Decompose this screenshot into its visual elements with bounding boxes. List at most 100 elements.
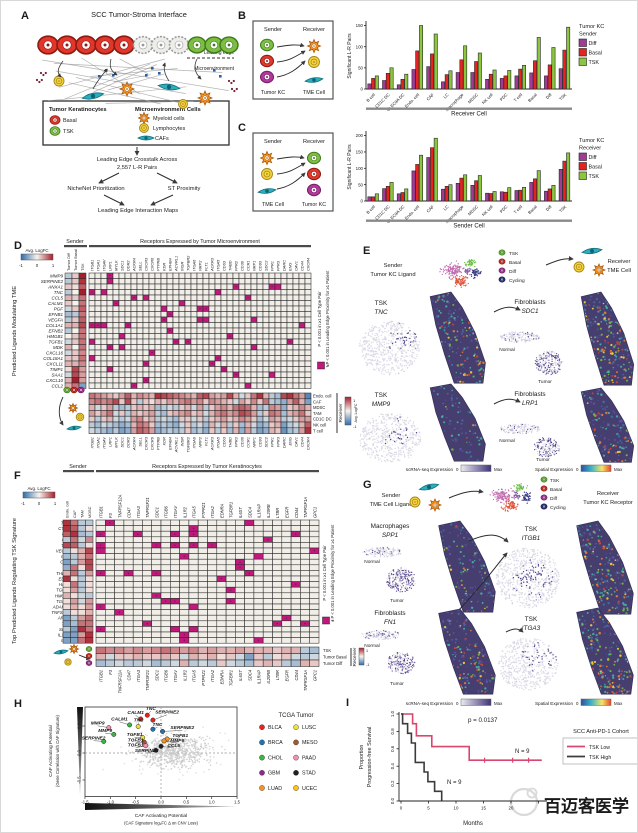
sig-cell [300,631,310,638]
sig-cell [214,316,222,323]
dot [415,336,417,338]
sender-lfc-cell [71,360,80,367]
sig-cell [274,360,282,367]
dot [407,332,410,334]
sig-cell [298,305,306,312]
sig-cell [118,322,126,329]
receiver-lfc-cell [114,659,125,667]
panel-f-label: F [14,470,21,482]
bar [529,72,534,90]
receiver-lfc-cell [214,427,222,434]
sig-cell [309,553,320,560]
sig-cell [100,294,108,301]
sig-cell [256,377,264,384]
sig-star: * [156,543,158,548]
dot [594,377,596,379]
dot [569,321,571,323]
dot [513,334,515,336]
sender-lfc-cell [78,327,87,334]
sig-cell [232,300,240,307]
dot [372,356,375,358]
sig-cell [148,382,156,389]
dot [611,352,614,355]
g-pair2-r2: ITGA3 [522,625,541,632]
sig-cell [130,322,138,329]
dot [361,351,364,353]
dot [453,316,456,320]
sig-cell [262,553,273,560]
dot [577,328,579,330]
dot [557,368,560,370]
inset-receiver: Receiver [303,27,325,33]
dot [396,433,398,435]
sig-cell [253,581,264,588]
receptor-col-label-bottom: FLT1 [203,437,208,446]
dot [394,356,396,359]
sig-cell [216,542,227,549]
sig-cell [244,558,255,566]
dot [545,365,548,367]
sig-cell [214,377,222,384]
dot [404,350,406,352]
sig-cell [268,338,276,345]
sig-cell [197,525,208,532]
sig-cell [197,614,208,622]
dot [394,415,396,418]
dot [437,353,440,356]
umap-clusters [439,258,482,288]
dot [395,358,397,360]
sig-cell [172,360,180,367]
receiver-lfc-cell [280,404,288,411]
dot [423,350,424,351]
dot [615,321,617,324]
receiver-lfc-cell [154,421,162,429]
dot [415,305,417,307]
receptor-col-label-bottom: CXCR4 [305,436,310,450]
sig-cell [124,382,132,389]
dot [511,341,513,343]
dot [615,355,618,358]
dot [591,358,594,361]
dot [554,361,556,363]
dot [596,316,600,319]
dot [459,283,461,286]
dot [418,349,420,351]
sig-cell [106,382,114,389]
dot [387,368,389,371]
dot [379,341,381,344]
dot [384,445,386,447]
dot [182,103,184,105]
dot [596,305,599,309]
dot [470,274,473,276]
sig-cell [118,366,126,373]
sig-cell [142,278,150,285]
flow-line1: Leading Edge Crosstalk Across [97,157,178,163]
receiver-lfc-cell [226,421,234,429]
receiver-lfc-cell [290,659,301,667]
sig-cell [88,300,96,307]
dot [443,326,446,329]
dot [460,341,462,344]
sig-cell [184,327,192,334]
sig-star: * [193,543,195,548]
sig-cell [94,327,102,334]
sig-cell [142,327,150,334]
dot [416,344,419,346]
sig-cell [124,355,132,362]
sig-cell [118,333,126,340]
e-pair1-r1: Fibroblasts [514,299,545,306]
dot [378,415,380,418]
dot [481,337,484,341]
dot [623,323,626,327]
receiver-lfc-cell [166,404,174,411]
dot [382,351,385,354]
ecm-fiber [93,64,157,93]
sig-cell [300,530,310,538]
dot [512,337,514,339]
sig-star: * [304,621,306,626]
sender-lfc-cell [77,553,86,560]
sender-lfc-cell [62,530,71,538]
sig-cell [280,294,288,301]
bar [566,26,571,90]
dot [463,276,465,278]
